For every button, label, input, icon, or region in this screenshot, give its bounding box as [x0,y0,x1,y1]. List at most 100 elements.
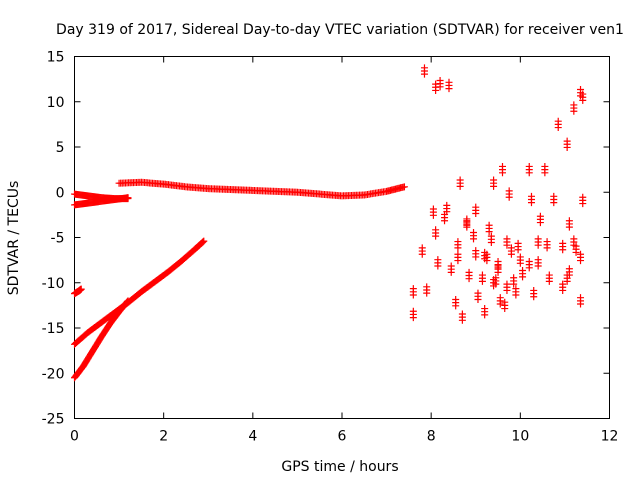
data-point [474,289,482,297]
plot-frame [74,56,610,419]
data-point [432,226,440,234]
data-point [534,262,542,270]
y-tick-label: 10 [47,95,65,111]
data-point [463,215,471,223]
data-point [490,182,498,190]
data-point [77,285,85,293]
data-point [409,307,417,315]
data-point [454,244,462,252]
data-point [496,294,504,302]
x-tick-label: 0 [70,429,79,445]
y-tick-label: -20 [42,366,65,382]
data-point [400,183,408,191]
data-point [496,300,504,308]
data-point [570,235,578,243]
data-point [445,85,453,93]
data-point [420,64,428,72]
data-point [436,76,444,84]
data-point [409,285,417,293]
data-point [512,285,520,293]
x-tick-label: 8 [427,429,436,445]
data-point [545,271,553,279]
data-point [579,90,587,98]
data-point [420,70,428,78]
data-point [452,295,460,303]
data-point [447,268,455,276]
data-point [577,86,585,94]
data-point [565,217,573,225]
data-point [465,275,473,283]
data-point [436,83,444,91]
data-point [443,208,451,216]
data-point [503,286,511,294]
data-point [514,239,522,247]
data-point [579,200,587,208]
axis-tick-labels: 0 2 4 6 8 10 12 -25 -20 -15 -10 -5 0 5 10 15 [42,50,619,445]
data-point [577,250,585,258]
data-point [409,291,417,299]
data-point [525,162,533,170]
data-point [463,221,471,229]
data-point [527,199,535,207]
data-point [570,101,578,109]
data-point [503,280,511,288]
x-tick-label: 10 [511,429,529,445]
data-point [409,314,417,322]
data-point [565,223,573,231]
data-point [559,280,567,288]
data-point [481,255,489,263]
data-point [554,117,562,125]
data-point [577,257,585,265]
data-point [525,264,533,272]
data-point [447,262,455,270]
data-point [487,232,495,240]
data-point [487,238,495,246]
data-point [501,305,509,313]
y-tick-label: -15 [42,321,65,337]
data-point [123,298,131,306]
y-tick-label: -10 [42,276,65,292]
x-tick-label: 6 [338,429,347,445]
data-point [563,277,571,285]
x-tick-label: 2 [159,429,168,445]
data-point [418,244,426,252]
data-point [525,257,533,265]
data-point [472,210,480,218]
data-point [550,192,558,200]
data-point [563,137,571,145]
data-point [200,237,208,245]
data-point [423,283,431,291]
data-point [570,107,578,115]
data-point [474,295,482,303]
data-point [124,297,132,305]
data-point [494,264,502,272]
data-point [505,193,513,201]
data-point [534,235,542,243]
data-point [434,256,442,264]
data-point [503,235,511,243]
data-point [516,253,524,261]
data-point [458,316,466,324]
data-point [481,311,489,319]
data-point [536,212,544,220]
data-point [499,162,506,170]
data-point [432,232,440,240]
data-point [527,192,535,200]
data-point [478,277,486,285]
data-point [490,176,498,184]
data-point [514,246,522,254]
data-point [485,228,493,236]
data-point [454,250,462,258]
data-point [481,305,489,313]
data-point [530,293,538,301]
data-point [559,286,567,294]
data-point [530,286,538,294]
data-point [577,294,585,302]
data-point [445,78,453,86]
data-point [559,239,567,247]
data-point [543,238,551,246]
data-point [536,219,544,227]
data-point [510,274,518,282]
data-point [465,268,473,276]
chart-title: Day 319 of 2017, Sidereal Day-to-day VTE… [56,22,624,38]
